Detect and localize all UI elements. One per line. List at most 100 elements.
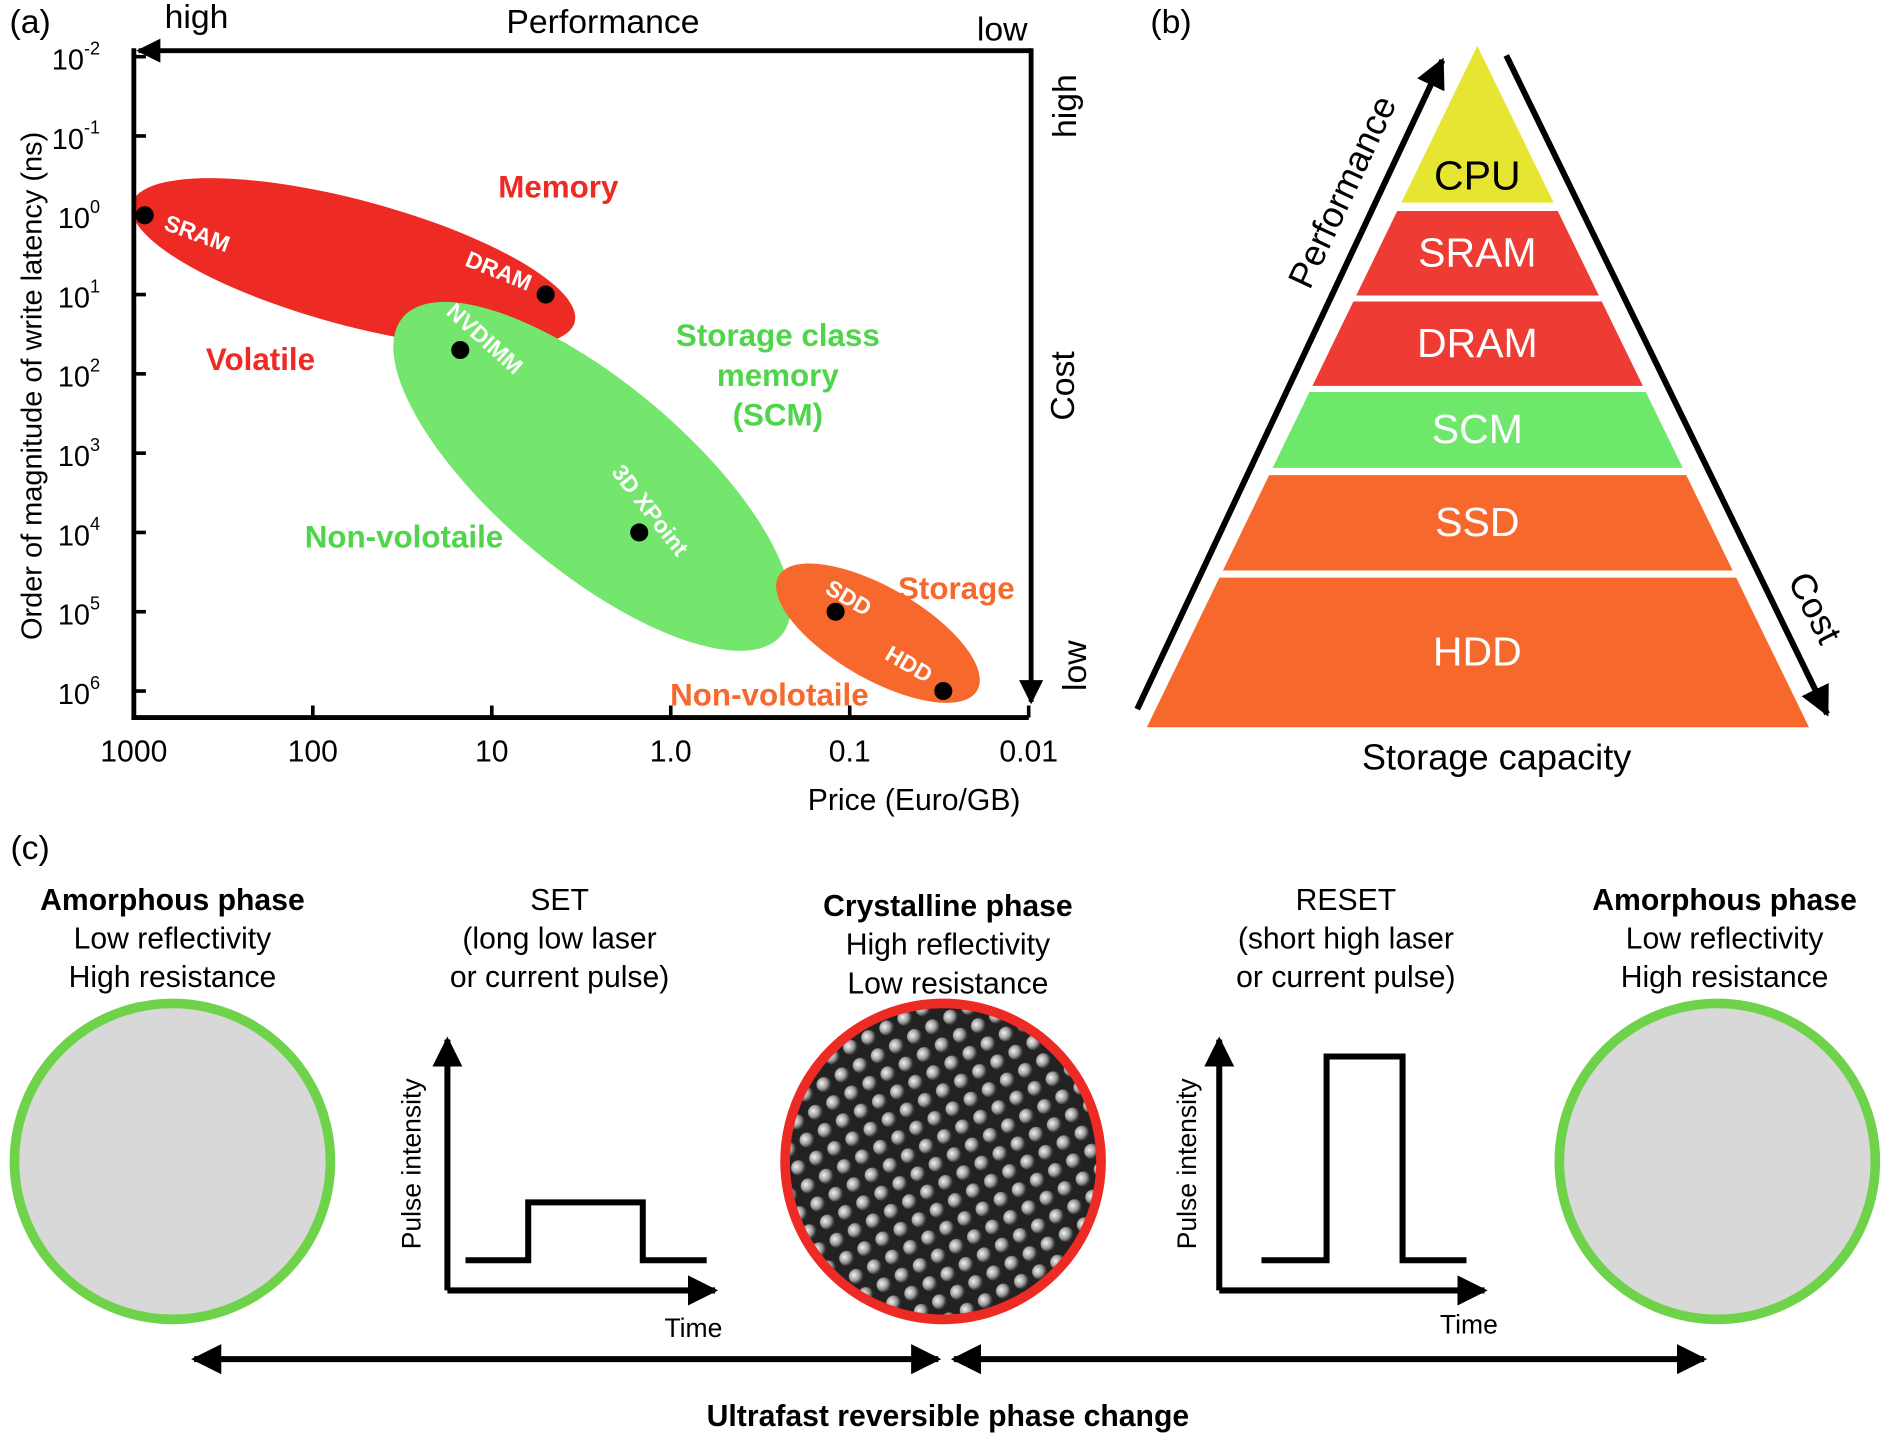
tier-label: DRAM [1417, 320, 1538, 366]
stage-line: High resistance [1621, 961, 1829, 994]
y-tick-label: 106 [58, 673, 100, 711]
pulse-x-label: Time [664, 1313, 722, 1343]
y-tick-base: 10 [58, 441, 90, 473]
performance-high: high [165, 0, 229, 36]
y-tick-label: 10-2 [52, 38, 100, 76]
x-axis-title: Price (Euro/GB) [808, 784, 1021, 817]
tier-label: CPU [1434, 152, 1521, 198]
pulse-y-label: Pulse intensity [397, 1078, 427, 1250]
x-tick-label: 1000 [100, 736, 167, 769]
scm-region [393, 301, 791, 651]
y-tick-label: 105 [58, 593, 100, 631]
y-tick-label: 100 [58, 197, 100, 235]
pyramid-base: Storage capacity [1362, 736, 1632, 777]
annotation: Memory [498, 170, 619, 205]
data-point [536, 285, 555, 304]
y-tick-exponent: 6 [90, 673, 100, 693]
panel-label: (a) [10, 3, 51, 41]
y-tick-exponent: 1 [90, 276, 100, 296]
annotation: (SCM) [733, 398, 824, 433]
pulse-line: or current pulse) [1236, 961, 1455, 994]
x-tick-label: 0.01 [999, 736, 1058, 769]
stage-title: Crystalline phase [823, 890, 1073, 923]
pyramid-tier [1272, 391, 1683, 468]
y-tick-exponent: 2 [90, 355, 100, 375]
y-tick-exponent: 4 [90, 514, 100, 534]
pyramid-tier [1356, 211, 1599, 296]
pulse-title: RESET [1296, 884, 1397, 917]
cost-title: Cost [1044, 351, 1082, 421]
y-tick-base: 10 [58, 520, 90, 552]
performance-title: Performance [506, 3, 699, 41]
data-point [934, 681, 953, 701]
annotation: Volatile [206, 342, 315, 377]
pulse-title: SET [530, 884, 589, 917]
pyramid-tier [1312, 301, 1643, 386]
y-tick-label: 102 [58, 355, 100, 393]
tier-label: SSD [1435, 499, 1519, 545]
amorphous-ring [1554, 998, 1881, 1325]
caption: Ultrafast reversible phase change [707, 1400, 1189, 1433]
x-tick-label: 10 [475, 736, 509, 769]
tier-label: SCM [1432, 406, 1523, 452]
pulse-line: or current pulse) [450, 961, 669, 994]
stage-line: High resistance [69, 961, 277, 994]
y-tick-base: 10 [52, 123, 84, 155]
stage-title: Amorphous phase [40, 884, 305, 917]
stage-line: Low resistance [847, 967, 1048, 1000]
stage-line: High reflectivity [846, 929, 1051, 962]
amorphous-image [1559, 1003, 1876, 1320]
data-point [451, 340, 470, 360]
y-tick-base: 10 [58, 203, 90, 235]
y-tick-base: 10 [58, 361, 90, 393]
y-tick-label: 101 [58, 276, 100, 314]
amorphous-ring [9, 998, 336, 1325]
y-tick-label: 103 [58, 435, 100, 473]
pulse-line: (short high laser [1238, 923, 1454, 956]
reset-pulse-diagram [1204, 1036, 1488, 1306]
pulse-x-label: Time [1440, 1310, 1498, 1340]
annotation: Storage class [676, 318, 880, 353]
stage-title: Amorphous phase [1592, 884, 1857, 917]
pyramid-arrows [1134, 54, 1830, 717]
x-tick-label: 0.1 [829, 736, 871, 769]
y-axis-title: Order of magnitude of write latency (ns) [16, 132, 48, 640]
data-point [135, 206, 154, 225]
annotation: Non-volotaile [670, 677, 869, 712]
storage-region [776, 563, 980, 703]
x-tick-label: 100 [288, 736, 338, 769]
stage-line: Low reflectivity [1626, 923, 1825, 956]
set-pulse-diagram [432, 1036, 719, 1306]
y-tick-base: 10 [58, 282, 90, 314]
y-tick-base: 10 [58, 679, 90, 711]
y-tick-label: 10-1 [52, 118, 100, 156]
y-tick-exponent: -1 [84, 118, 100, 138]
axes [131, 38, 1044, 720]
pyramid-tier [1222, 475, 1733, 571]
performance-low: low [977, 10, 1028, 48]
pyramid-tier [1401, 45, 1554, 203]
cost-low: low [1056, 640, 1094, 691]
y-tick-exponent: 3 [90, 435, 100, 455]
tier-label: SRAM [1418, 230, 1536, 276]
pulse-line: (long low laser [462, 923, 656, 956]
annotation: Non-volotaile [305, 519, 504, 554]
panel-label: (b) [1150, 3, 1191, 41]
data-point [826, 602, 845, 621]
stage-line: Low reflectivity [74, 923, 273, 956]
data-point [630, 523, 649, 542]
amorphous-image [14, 1003, 331, 1320]
annotation: memory [717, 358, 840, 393]
y-tick-exponent: 5 [90, 593, 100, 613]
y-tick-exponent: -2 [84, 38, 100, 58]
panel-label: (c) [10, 829, 49, 867]
tier-label: HDD [1433, 629, 1522, 675]
cost-high: high [1046, 74, 1084, 138]
x-tick-label: 1.0 [650, 736, 692, 769]
pyramid-tier [1146, 577, 1809, 728]
y-tick-label: 104 [58, 514, 100, 552]
y-tick-base: 10 [58, 599, 90, 631]
crystalline-image [780, 998, 1106, 1325]
